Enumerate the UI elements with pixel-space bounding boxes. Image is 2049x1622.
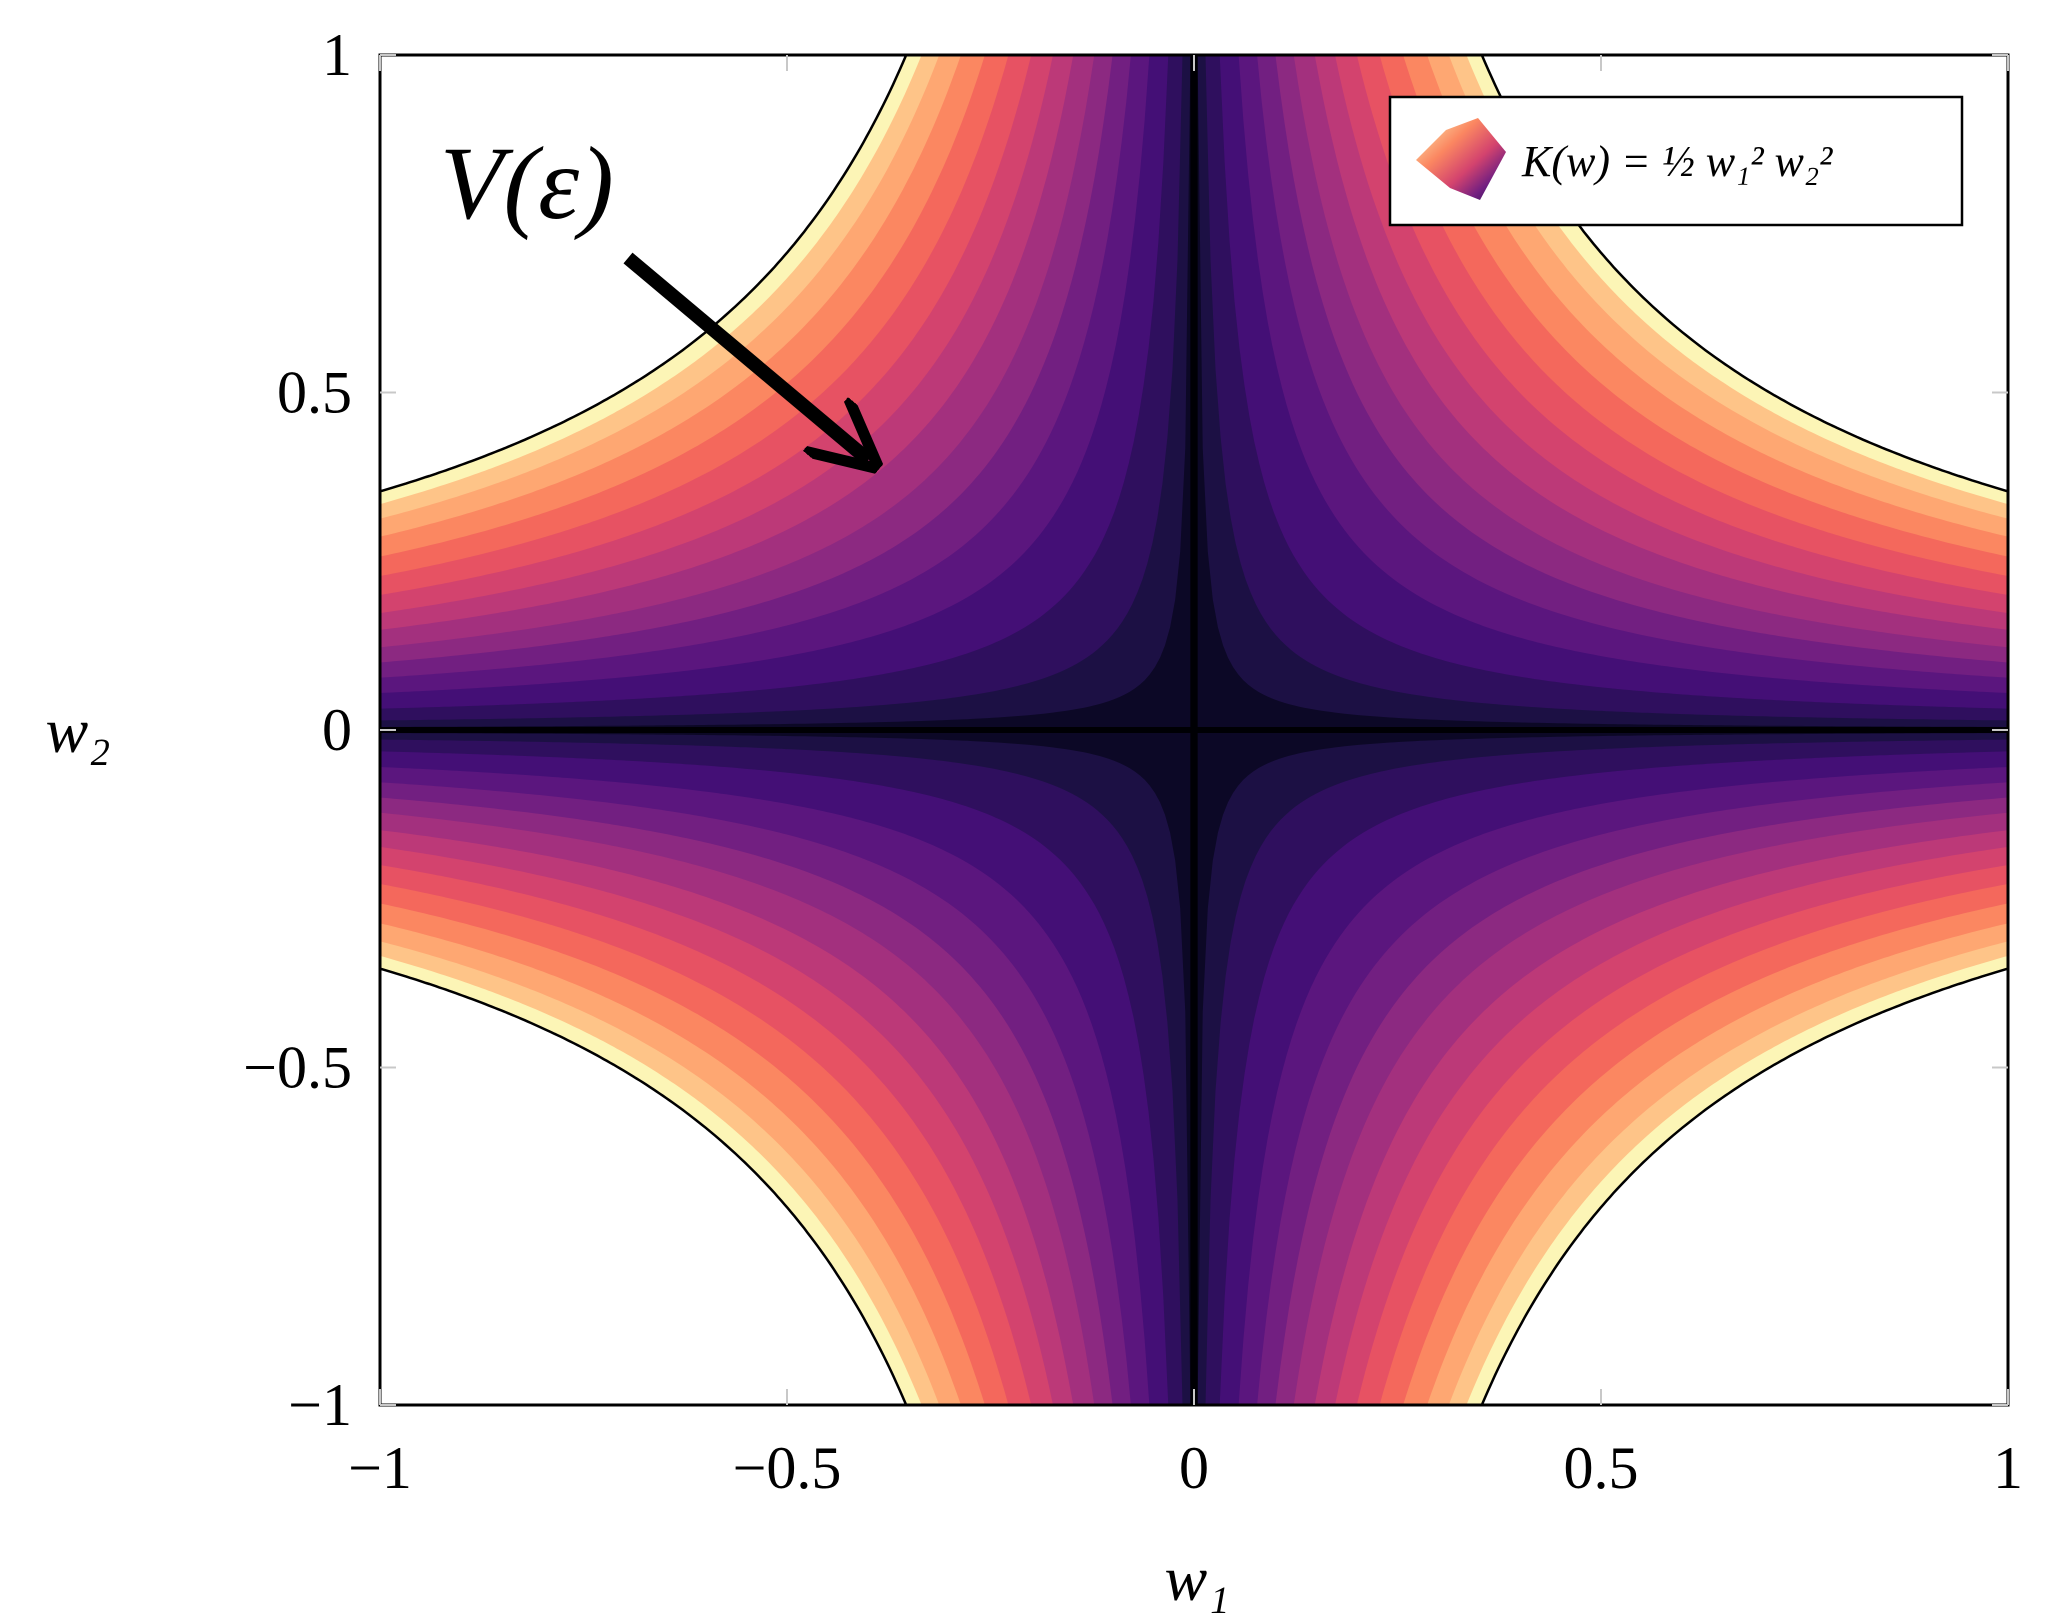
- legend-surface-icon: [1416, 118, 1506, 200]
- contour-band-0: [380, 55, 2008, 1405]
- boundary-contour-1: [380, 55, 908, 493]
- x-tick-label: 1: [1993, 1435, 2023, 1501]
- x-axis-label: w₁: [1165, 1543, 1230, 1614]
- x-tick-label: −0.5: [733, 1435, 842, 1501]
- contour-fill-layer: [380, 55, 2008, 1405]
- y-tick-label: −1: [288, 1372, 352, 1438]
- annotation-v-epsilon: V(ε): [440, 126, 868, 460]
- boundary-contour-3: [380, 967, 908, 1405]
- legend-box: K(w) = ½ w₁² w₂²: [1388, 95, 1964, 227]
- boundary-contour-2: [1480, 967, 2008, 1405]
- annotation-arrow: [623, 252, 868, 460]
- y-tick-label: 0.5: [277, 360, 352, 426]
- y-axis-label: w₂: [46, 695, 111, 766]
- x-tick-label: 0: [1179, 1435, 1209, 1501]
- y-tick-label: −0.5: [243, 1035, 352, 1101]
- axis-ticks: −1 −0.5 0 0.5 1 −1 −0.5 0 0.5 1: [243, 22, 2023, 1501]
- x-tick-label: 0.5: [1564, 1435, 1639, 1501]
- y-tick-label: 0: [322, 697, 352, 763]
- y-tick-label: 1: [322, 22, 352, 88]
- legend-label: K(w) = ½ w₁² w₂²: [1521, 137, 1833, 186]
- annotation-text: V(ε): [440, 126, 614, 241]
- x-tick-label: −1: [348, 1435, 412, 1501]
